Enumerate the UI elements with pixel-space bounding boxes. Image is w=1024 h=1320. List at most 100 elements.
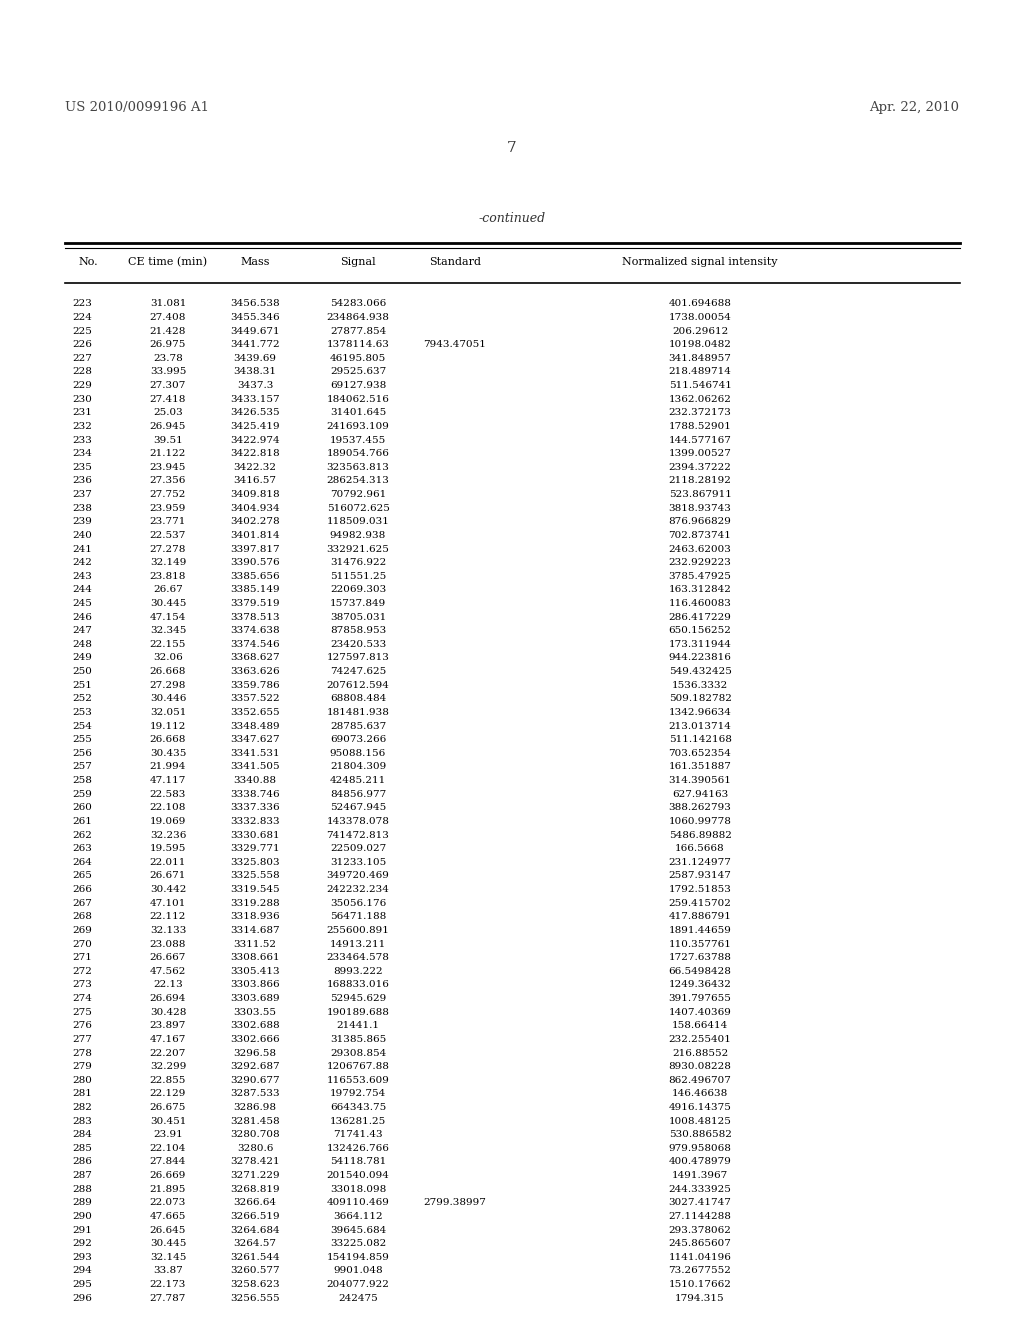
Text: 23.771: 23.771: [150, 517, 186, 527]
Text: 3437.3: 3437.3: [237, 381, 273, 389]
Text: 26.668: 26.668: [150, 667, 186, 676]
Text: 1794.315: 1794.315: [675, 1294, 725, 1303]
Text: 242475: 242475: [338, 1294, 378, 1303]
Text: 31476.922: 31476.922: [330, 558, 386, 568]
Text: 39.51: 39.51: [154, 436, 183, 445]
Text: 3409.818: 3409.818: [230, 490, 280, 499]
Text: 944.223816: 944.223816: [669, 653, 731, 663]
Text: 876.966829: 876.966829: [669, 517, 731, 527]
Text: 323563.813: 323563.813: [327, 463, 389, 471]
Text: 69127.938: 69127.938: [330, 381, 386, 389]
Text: 268: 268: [72, 912, 92, 921]
Text: 3422.818: 3422.818: [230, 449, 280, 458]
Text: 168833.016: 168833.016: [327, 981, 389, 990]
Text: 3329.771: 3329.771: [230, 845, 280, 853]
Text: 3281.458: 3281.458: [230, 1117, 280, 1126]
Text: 511551.25: 511551.25: [330, 572, 386, 581]
Text: 1008.48125: 1008.48125: [669, 1117, 731, 1126]
Text: 741472.813: 741472.813: [327, 830, 389, 840]
Text: 68808.484: 68808.484: [330, 694, 386, 704]
Text: 38705.031: 38705.031: [330, 612, 386, 622]
Text: 3305.413: 3305.413: [230, 966, 280, 975]
Text: 224: 224: [72, 313, 92, 322]
Text: 232.929223: 232.929223: [669, 558, 731, 568]
Text: 251: 251: [72, 681, 92, 690]
Text: 189054.766: 189054.766: [327, 449, 389, 458]
Text: 30.445: 30.445: [150, 1239, 186, 1249]
Text: 206.29612: 206.29612: [672, 326, 728, 335]
Text: 166.5668: 166.5668: [675, 845, 725, 853]
Text: 52945.629: 52945.629: [330, 994, 386, 1003]
Text: 3404.934: 3404.934: [230, 504, 280, 512]
Text: 3027.41747: 3027.41747: [669, 1199, 731, 1208]
Text: Normalized signal intensity: Normalized signal intensity: [623, 257, 778, 267]
Text: 293.378062: 293.378062: [669, 1225, 731, 1234]
Text: 1727.63788: 1727.63788: [669, 953, 731, 962]
Text: 293: 293: [72, 1253, 92, 1262]
Text: 232.255401: 232.255401: [669, 1035, 731, 1044]
Text: 56471.188: 56471.188: [330, 912, 386, 921]
Text: 1491.3967: 1491.3967: [672, 1171, 728, 1180]
Text: 290: 290: [72, 1212, 92, 1221]
Text: 3441.772: 3441.772: [230, 341, 280, 350]
Text: 1788.52901: 1788.52901: [669, 422, 731, 430]
Text: 22.207: 22.207: [150, 1048, 186, 1057]
Text: 266: 266: [72, 884, 92, 894]
Text: 249: 249: [72, 653, 92, 663]
Text: 272: 272: [72, 966, 92, 975]
Text: 292: 292: [72, 1239, 92, 1249]
Text: 349720.469: 349720.469: [327, 871, 389, 880]
Text: 258: 258: [72, 776, 92, 785]
Text: Mass: Mass: [241, 257, 269, 267]
Text: 3325.558: 3325.558: [230, 871, 280, 880]
Text: 231: 231: [72, 408, 92, 417]
Text: 161.351887: 161.351887: [669, 763, 731, 771]
Text: 21.895: 21.895: [150, 1185, 186, 1193]
Text: 3264.684: 3264.684: [230, 1225, 280, 1234]
Text: 979.958068: 979.958068: [669, 1144, 731, 1152]
Text: 32.051: 32.051: [150, 708, 186, 717]
Text: 27.1144288: 27.1144288: [669, 1212, 731, 1221]
Text: 27.298: 27.298: [150, 681, 186, 690]
Text: 22509.027: 22509.027: [330, 845, 386, 853]
Text: 1378114.63: 1378114.63: [327, 341, 389, 350]
Text: 29308.854: 29308.854: [330, 1048, 386, 1057]
Text: 218.489714: 218.489714: [669, 367, 731, 376]
Text: 3433.157: 3433.157: [230, 395, 280, 404]
Text: 32.299: 32.299: [150, 1063, 186, 1071]
Text: 35056.176: 35056.176: [330, 899, 386, 908]
Text: 21.994: 21.994: [150, 763, 186, 771]
Text: 32.236: 32.236: [150, 830, 186, 840]
Text: 235: 235: [72, 463, 92, 471]
Text: 1891.44659: 1891.44659: [669, 925, 731, 935]
Text: 3425.419: 3425.419: [230, 422, 280, 430]
Text: 702.873741: 702.873741: [669, 531, 731, 540]
Text: 3296.58: 3296.58: [233, 1048, 276, 1057]
Text: 270: 270: [72, 940, 92, 949]
Text: 254: 254: [72, 722, 92, 730]
Text: 26.671: 26.671: [150, 871, 186, 880]
Text: 3286.98: 3286.98: [233, 1104, 276, 1111]
Text: 271: 271: [72, 953, 92, 962]
Text: 3303.866: 3303.866: [230, 981, 280, 990]
Text: 31401.645: 31401.645: [330, 408, 386, 417]
Text: 26.67: 26.67: [154, 585, 183, 594]
Text: 27.408: 27.408: [150, 313, 186, 322]
Text: 3357.522: 3357.522: [230, 694, 280, 704]
Text: 1510.17662: 1510.17662: [669, 1280, 731, 1290]
Text: 282: 282: [72, 1104, 92, 1111]
Text: 241693.109: 241693.109: [327, 422, 389, 430]
Text: 21.428: 21.428: [150, 326, 186, 335]
Text: 3426.535: 3426.535: [230, 408, 280, 417]
Text: No.: No.: [78, 257, 97, 267]
Text: 409110.469: 409110.469: [327, 1199, 389, 1208]
Text: 19.069: 19.069: [150, 817, 186, 826]
Text: CE time (min): CE time (min): [128, 257, 208, 267]
Text: 286: 286: [72, 1158, 92, 1167]
Text: 26.668: 26.668: [150, 735, 186, 744]
Text: 627.94163: 627.94163: [672, 789, 728, 799]
Text: 232.372173: 232.372173: [669, 408, 731, 417]
Text: 314.390561: 314.390561: [669, 776, 731, 785]
Text: 2463.62003: 2463.62003: [669, 544, 731, 553]
Text: 295: 295: [72, 1280, 92, 1290]
